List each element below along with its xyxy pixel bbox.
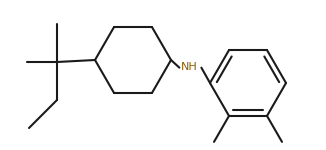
Text: NH: NH <box>180 62 197 72</box>
